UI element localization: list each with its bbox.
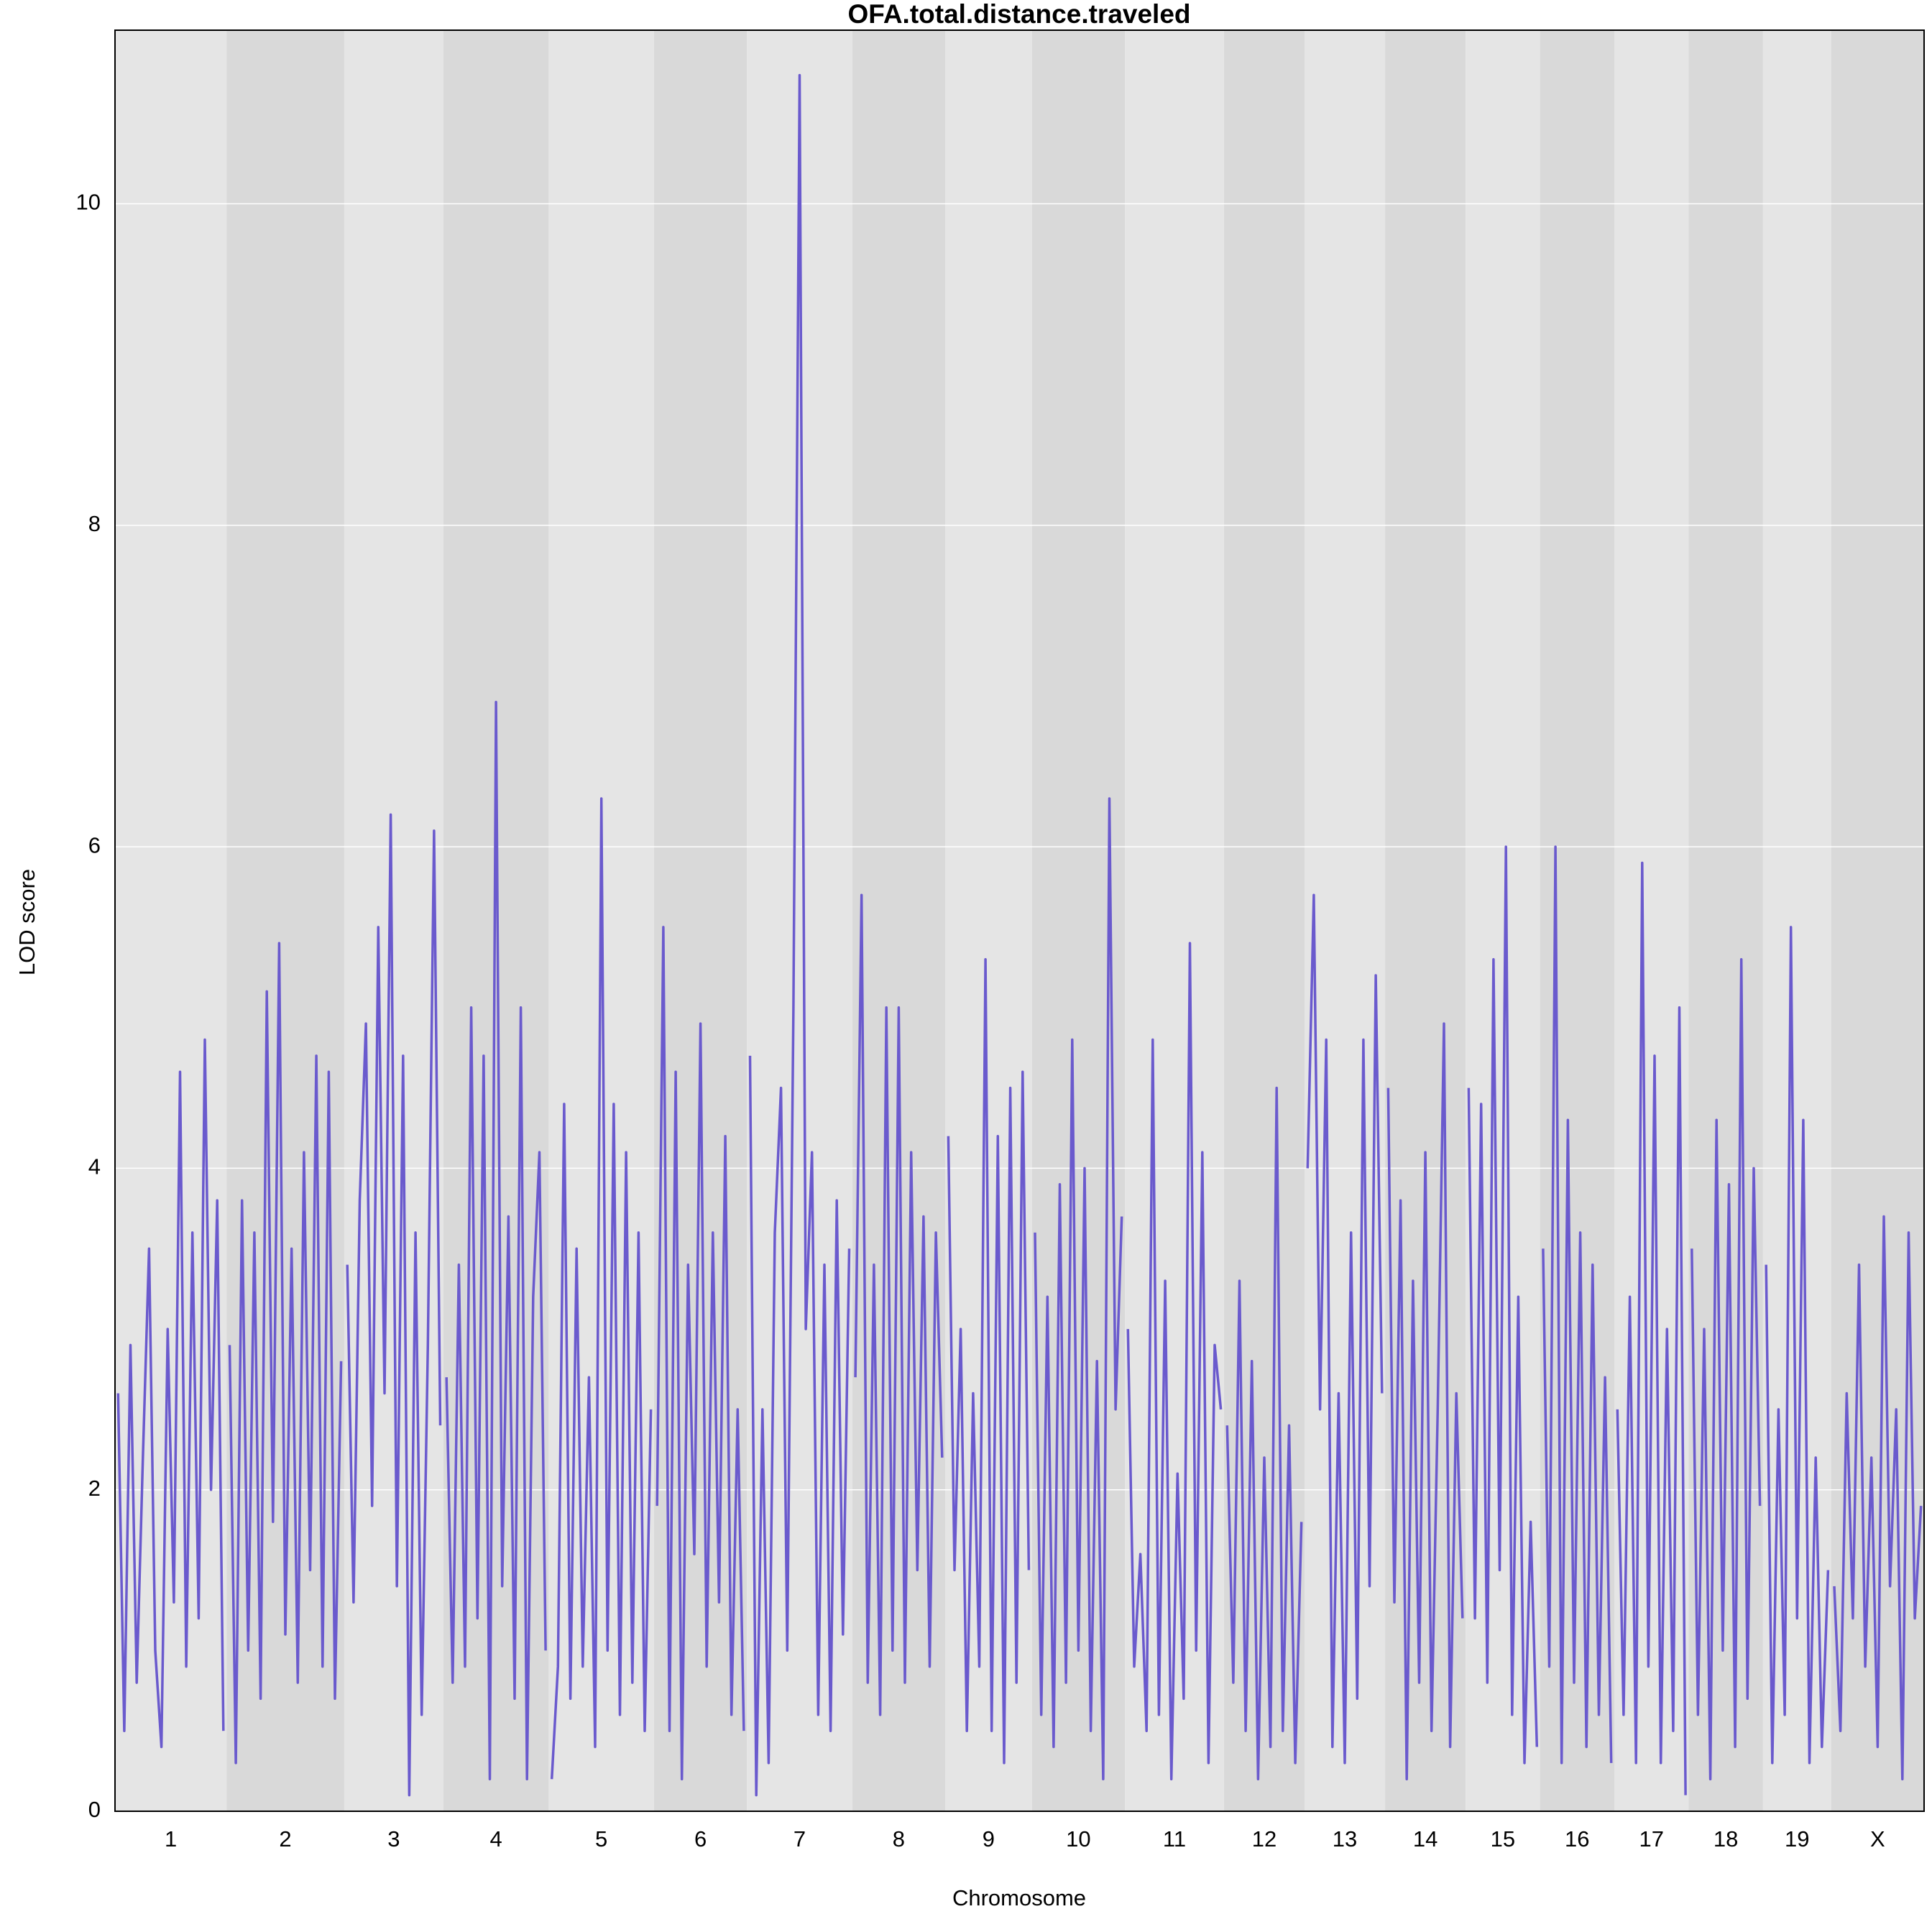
lod-line <box>656 926 745 1781</box>
band-layer <box>115 30 1924 1811</box>
x-tick-label: 2 <box>279 1826 291 1852</box>
y-tick-label: 0 <box>88 1797 101 1822</box>
lod-line <box>1765 926 1830 1765</box>
lod-line <box>1542 845 1613 1765</box>
line-layer <box>116 73 1923 1797</box>
chromosome-band <box>1125 30 1224 1811</box>
lod-line <box>1386 1022 1464 1781</box>
x-tick-label: 17 <box>1639 1826 1663 1852</box>
chromosome-band <box>1466 30 1540 1811</box>
y-tick-label: 8 <box>88 511 101 536</box>
chromosome-band <box>1831 30 1924 1811</box>
plot-frame <box>114 29 1925 1812</box>
chart-title: OFA.total.distance.traveled <box>847 0 1190 29</box>
x-tick-label: 8 <box>893 1826 905 1852</box>
x-tick-label: 6 <box>694 1826 707 1852</box>
chromosome-band <box>443 30 549 1811</box>
lod-line <box>947 957 1031 1765</box>
lod-line <box>550 797 653 1780</box>
y-tick-label: 4 <box>88 1154 101 1179</box>
x-tick-label: 9 <box>983 1826 995 1852</box>
x-tick-label: 18 <box>1714 1826 1738 1852</box>
x-tick-label: 5 <box>595 1826 607 1852</box>
lod-line <box>445 701 547 1781</box>
lod-line <box>1225 1086 1303 1781</box>
x-tick-label: 4 <box>489 1826 502 1852</box>
x-tick-label: 11 <box>1163 1826 1186 1852</box>
lod-line <box>1467 845 1539 1765</box>
lod-line <box>748 73 851 1797</box>
y-tick-label: 6 <box>88 832 101 857</box>
lod-line <box>854 893 944 1716</box>
chromosome-band <box>344 30 443 1811</box>
lod-line <box>1616 861 1687 1795</box>
chromosome-band <box>1305 30 1386 1811</box>
lod-line <box>1034 797 1123 1781</box>
x-tick-label: 16 <box>1565 1826 1589 1852</box>
chromosome-band <box>115 30 227 1811</box>
x-tick-label: 15 <box>1491 1826 1515 1852</box>
lod-line <box>1306 893 1384 1765</box>
x-tick-label: 13 <box>1333 1826 1357 1852</box>
y-tick-label: 2 <box>88 1476 101 1501</box>
lod-line <box>1126 942 1223 1781</box>
x-tick-label: 7 <box>794 1826 806 1852</box>
chromosome-band <box>852 30 946 1811</box>
lod-line <box>1833 1215 1923 1781</box>
lod-line <box>1690 957 1762 1781</box>
x-axis-label: Chromosome <box>952 1885 1086 1910</box>
chromosome-band <box>653 30 748 1811</box>
y-tick-label: 10 <box>76 190 101 215</box>
lod-line <box>346 813 442 1797</box>
y-axis-label: LOD score <box>14 869 40 975</box>
chromosome-band <box>1385 30 1466 1811</box>
lod-line <box>228 942 343 1765</box>
x-tick-label: 19 <box>1785 1826 1809 1852</box>
x-tick-label: 14 <box>1413 1826 1438 1852</box>
x-tick-label: 1 <box>165 1826 177 1852</box>
x-tick-label: 10 <box>1066 1826 1090 1852</box>
x-tick-label: 3 <box>387 1826 400 1852</box>
lod-line <box>116 1038 225 1749</box>
x-tick-label: X <box>1870 1826 1885 1852</box>
x-tick-label: 12 <box>1252 1826 1276 1852</box>
